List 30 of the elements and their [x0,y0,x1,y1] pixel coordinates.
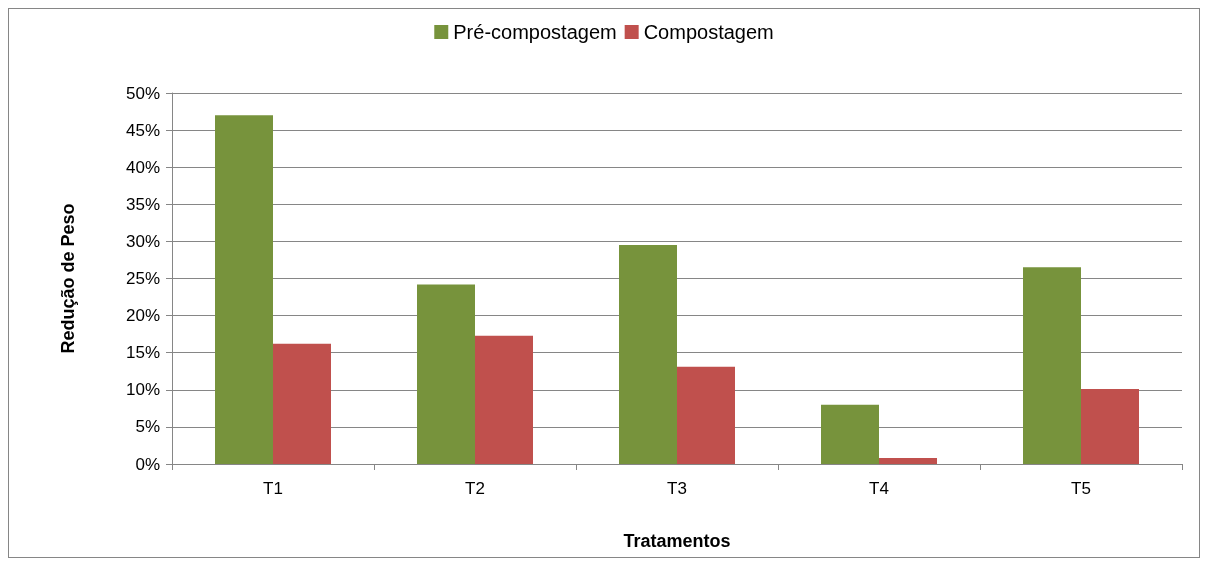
y-tick-label: 15% [125,343,160,363]
x-tick-label: T4 [869,479,889,498]
bar [475,335,533,464]
bar [821,404,879,464]
bar [1081,389,1139,464]
x-tick-label: T3 [667,479,687,498]
bar [1023,267,1081,464]
y-axis-title: Redução de Peso [58,203,78,354]
y-tick-label: 5% [135,417,160,437]
x-tick-label: T2 [465,479,485,498]
bar [417,284,475,464]
y-tick-label: 35% [125,194,160,214]
legend-label: Compostagem [643,21,774,43]
bar [619,245,677,464]
y-tick-label: 10% [125,380,160,400]
legend-label: Pré-compostagem [453,21,617,43]
x-axis-title: Tratamentos [623,531,731,551]
bar [677,366,735,464]
y-tick-label: 25% [125,269,160,288]
y-tick-label: 45% [125,120,160,140]
x-tick-label: T5 [1071,479,1091,498]
y-tick-label: 40% [125,157,160,177]
x-tick-label: T1 [263,479,283,498]
bar [879,458,937,464]
y-tick-label: 50% [125,83,160,103]
bar [215,115,273,464]
y-tick-label: 0% [135,454,160,474]
y-tick-label: 20% [125,306,160,326]
bar [273,343,331,464]
y-tick-label: 30% [125,231,160,251]
